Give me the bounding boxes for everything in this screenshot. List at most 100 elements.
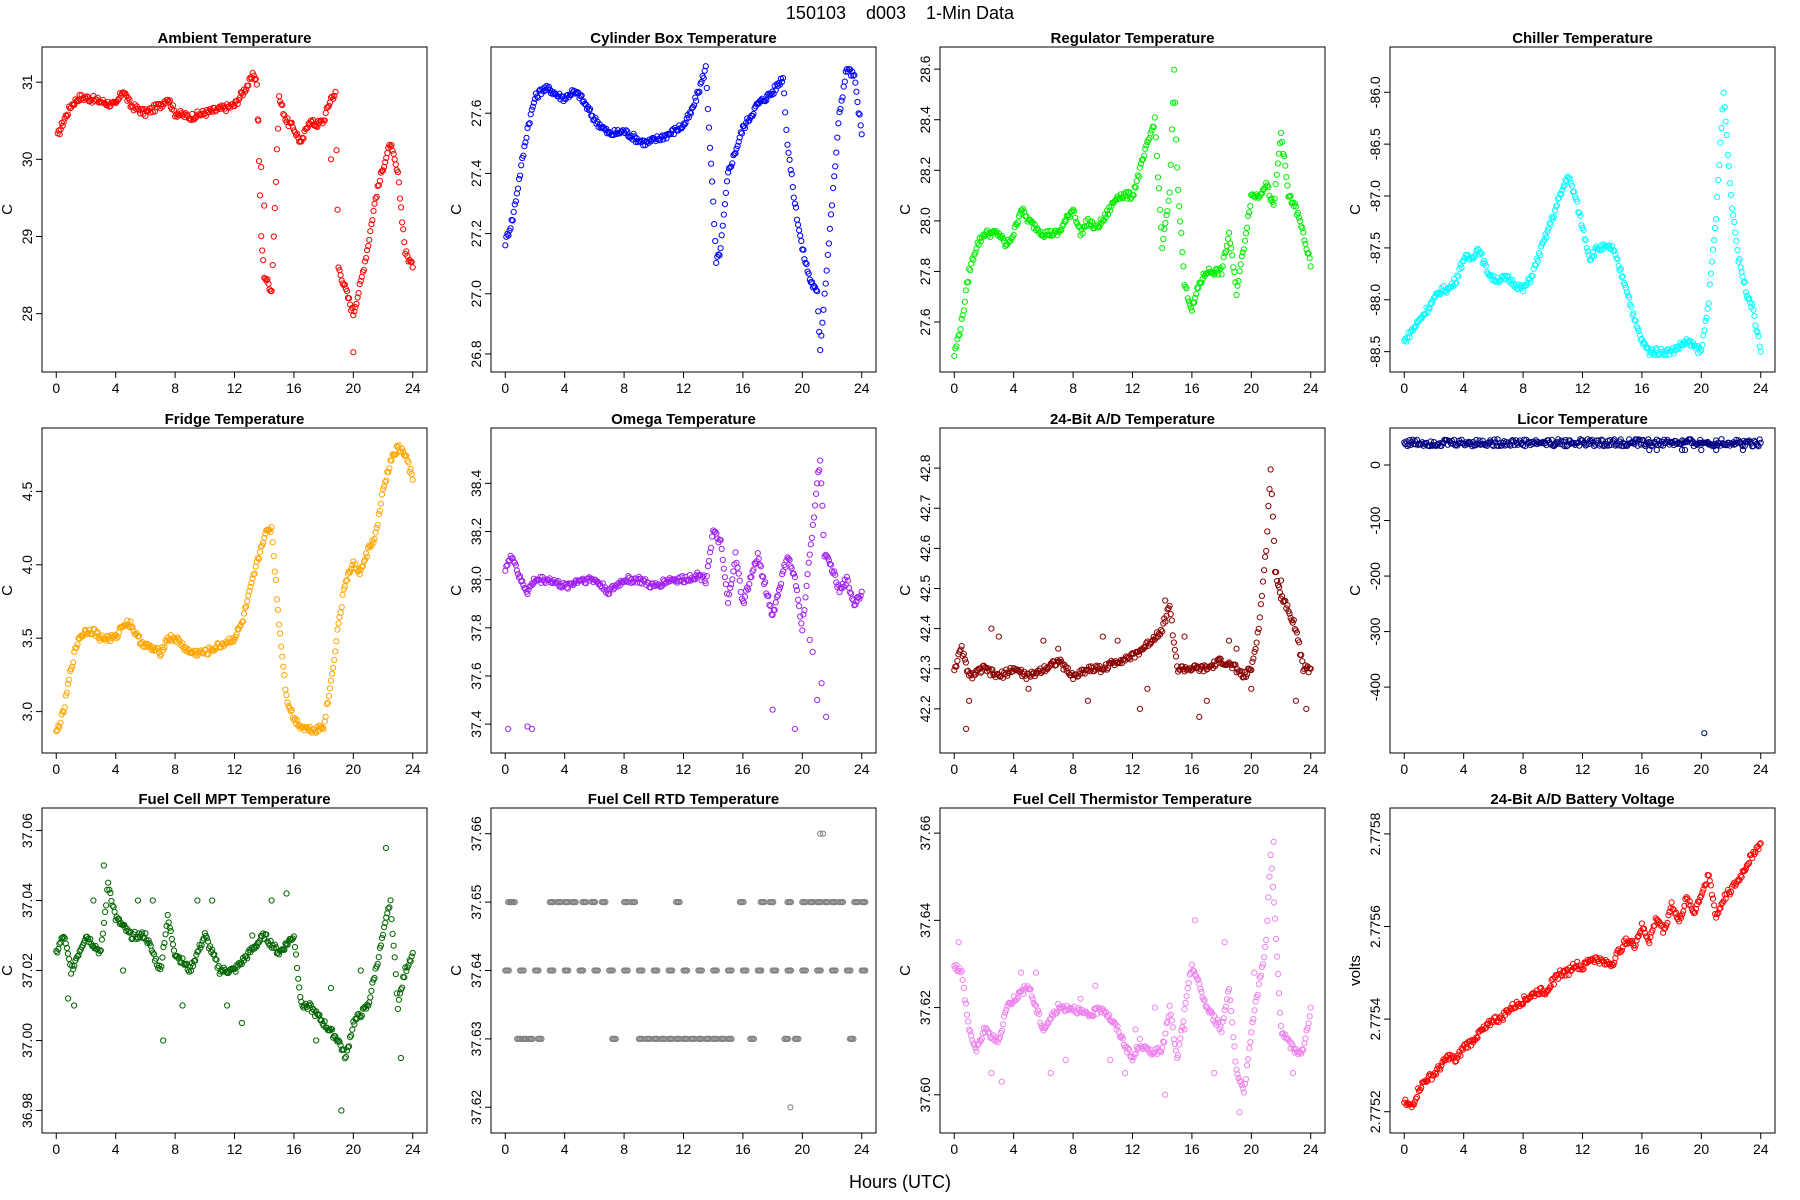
data-point	[762, 579, 769, 586]
data-point	[805, 559, 812, 566]
data-point	[1553, 202, 1561, 209]
data-point	[786, 556, 793, 564]
data-point	[578, 92, 585, 99]
data-point	[828, 202, 836, 209]
data-point	[232, 968, 239, 975]
data-point	[64, 680, 72, 688]
y-tick-label: 2.7752	[1367, 1090, 1383, 1133]
data-point	[349, 1026, 356, 1033]
data-point	[399, 984, 406, 991]
data-point	[1058, 226, 1065, 234]
data-point	[965, 278, 972, 286]
data-point	[1698, 446, 1705, 454]
data-point	[1437, 1066, 1444, 1073]
panel-title: Regulator Temperature	[1051, 30, 1215, 47]
data-point	[1698, 892, 1705, 899]
data-point	[303, 125, 310, 132]
data-point	[1270, 537, 1278, 545]
data-point	[405, 459, 412, 466]
data-point	[257, 192, 264, 199]
data-point	[208, 647, 215, 654]
data-point	[586, 107, 593, 114]
data-point	[354, 294, 361, 301]
data-point	[388, 916, 395, 923]
x-tick-label: 16	[1184, 1141, 1200, 1157]
y-tick-label: 37.06	[19, 813, 35, 848]
data-point	[806, 636, 813, 644]
data-point	[787, 1104, 794, 1111]
data-point	[75, 952, 82, 959]
data-point	[1092, 982, 1099, 989]
data-point	[1275, 970, 1282, 978]
y-tick-label: 4.5	[19, 481, 35, 501]
x-tick-label: 20	[346, 761, 362, 777]
data-point	[790, 194, 797, 201]
data-point	[535, 967, 542, 974]
data-point	[996, 1034, 1004, 1041]
data-point	[855, 110, 862, 117]
panel-title: 24-Bit A/D Battery Voltage	[1490, 791, 1674, 808]
data-point	[1547, 983, 1554, 990]
data-point	[269, 262, 276, 269]
data-point	[1730, 212, 1737, 219]
data-point	[1255, 981, 1262, 988]
data-point	[1725, 163, 1733, 170]
data-point	[394, 169, 401, 176]
data-point	[1162, 618, 1169, 625]
data-point	[1182, 999, 1189, 1007]
data-point	[825, 240, 833, 247]
data-point	[1218, 271, 1225, 278]
data-point	[370, 539, 377, 546]
data-point	[1635, 327, 1642, 335]
data-point	[287, 708, 294, 715]
data-point	[1752, 322, 1759, 329]
y-tick-label: -100	[1367, 506, 1383, 534]
data-point	[249, 932, 256, 939]
data-point	[1020, 205, 1027, 212]
x-tick-label: 24	[1303, 761, 1319, 777]
data-point	[393, 990, 400, 997]
data-point	[1736, 256, 1743, 263]
y-tick-label: 37.66	[468, 816, 484, 851]
data-point	[1251, 969, 1258, 976]
data-point	[386, 465, 393, 472]
data-point	[1305, 1020, 1312, 1027]
data-point	[1547, 221, 1554, 228]
data-point	[1411, 324, 1419, 331]
data-point	[729, 576, 736, 583]
data-point	[255, 117, 262, 124]
data-point	[1032, 1002, 1040, 1009]
data-point	[1175, 186, 1182, 193]
x-tick-label: 16	[1184, 380, 1200, 396]
data-point	[244, 598, 251, 605]
data-point	[1159, 245, 1166, 252]
data-point	[817, 967, 824, 974]
data-point	[1276, 1009, 1284, 1016]
y-tick-label: 37.60	[917, 1077, 933, 1112]
data-point	[134, 897, 142, 904]
data-point	[722, 189, 730, 196]
data-point	[1252, 998, 1259, 1005]
data-point	[1691, 909, 1699, 916]
data-point	[1251, 648, 1258, 656]
data-point	[792, 204, 800, 211]
data-point	[801, 607, 808, 614]
data-point	[1750, 306, 1757, 313]
data-point	[1035, 1007, 1042, 1014]
data-point	[1740, 279, 1747, 286]
data-point	[1274, 577, 1281, 585]
y-tick-label: 27.8	[917, 258, 933, 285]
data-point	[377, 500, 384, 507]
data-point	[961, 656, 969, 663]
data-point	[750, 1035, 758, 1043]
data-point	[296, 984, 303, 991]
data-point	[1651, 352, 1658, 359]
data-point	[160, 943, 167, 951]
data-point	[1296, 639, 1303, 646]
data-point	[802, 259, 809, 266]
data-point	[365, 242, 372, 250]
data-point	[1265, 183, 1272, 190]
x-tick-label: 0	[52, 761, 60, 777]
x-tick-label: 24	[1753, 1141, 1769, 1157]
data-point	[1122, 1069, 1129, 1077]
